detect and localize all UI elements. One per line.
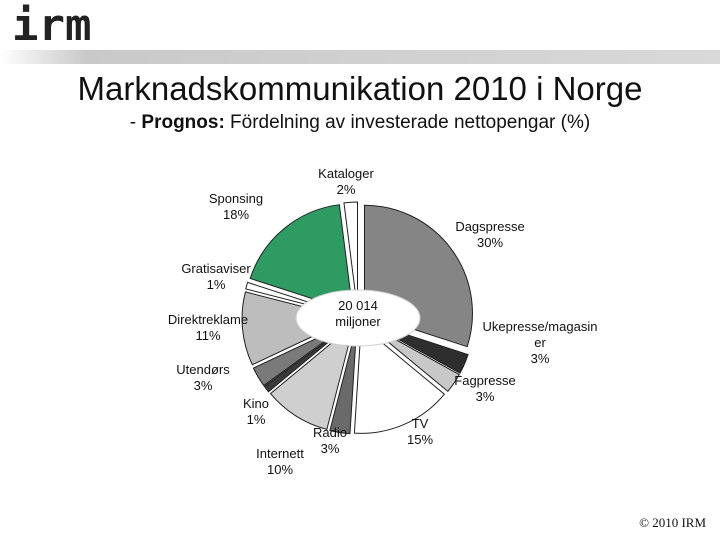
page-subtitle: - Prognos: Fördelning av investerade net… (0, 112, 720, 134)
pie-slice-radio (329, 325, 358, 435)
slice-label-gratisaviser: Gratisaviser 1% (181, 261, 251, 292)
pie-slice-internett (269, 323, 355, 430)
subtitle-prefix: - (129, 112, 142, 133)
slice-label-sponsing: Sponsing 18% (209, 191, 263, 222)
copyright-text: © 2010 IRM (639, 515, 706, 530)
irm-logo-text: irm (12, 2, 91, 50)
center-total-label: miljoner (335, 314, 381, 329)
subtitle-bold: Prognos: (141, 112, 225, 133)
pie-slice-direktreklame (241, 291, 352, 366)
irm-logo: irm (12, 2, 91, 50)
slice-label-ukepresse-magasiner: Ukepresse/magasin er 3% (483, 319, 598, 366)
slice-label-internett: Internett 10% (256, 446, 304, 477)
center-total-label: 20 014 (338, 298, 378, 313)
slice-label-tv: TV 15% (407, 416, 433, 447)
slice-label-radio: Radio 3% (313, 425, 347, 456)
page-title: Marknadskommunikation 2010 i Norge (77, 70, 643, 107)
slice-label-dagspresse: Dagspresse 30% (455, 219, 524, 250)
pie-slice-sponsing (249, 204, 354, 313)
slice-label-kataloger: Kataloger 2% (318, 166, 374, 197)
header-band (0, 50, 720, 64)
pie-slice-tv (353, 324, 446, 434)
pie-slice-kataloger (343, 201, 358, 311)
slice-label-utend-rs: Utendørs 3% (176, 362, 230, 393)
slice-label-fagpresse: Fagpresse 3% (454, 373, 515, 404)
center-ellipse (295, 289, 421, 347)
subtitle-rest: Fördelning av investerade nettopengar (%… (224, 112, 591, 133)
slice-label-direktreklame: Direktreklame 11% (168, 312, 248, 343)
slice-label-kino: Kino 1% (243, 396, 269, 427)
